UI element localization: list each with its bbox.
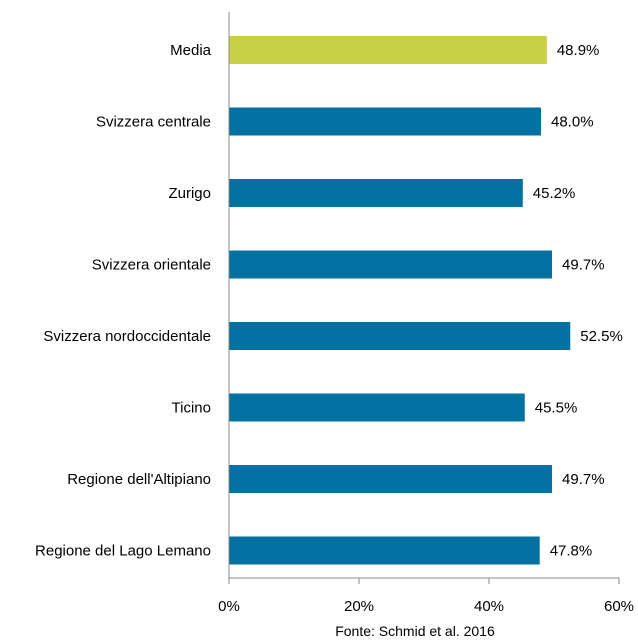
value-label-7: 47.8% — [550, 543, 593, 560]
value-labels: 48.9% 48.0% 45.2% 49.7% 52.5% 45.5% 49.7% 47.8% — [533, 42, 623, 560]
source-note: Fonte: Schmid et al. 2016 — [335, 623, 495, 639]
bar-3 — [229, 250, 553, 279]
bar-2 — [229, 179, 523, 207]
x-tick-label-0: 0% — [218, 598, 240, 615]
category-label-7: Regione del Lago Lemano — [35, 543, 211, 560]
bar-1 — [229, 107, 541, 136]
value-label-3: 49.7% — [562, 257, 605, 274]
x-tick-label-2: 40% — [474, 598, 504, 615]
value-label-2: 45.2% — [533, 185, 576, 202]
category-label-3: Svizzera orientale — [92, 257, 211, 274]
category-label-6: Regione dell'Altipiano — [67, 471, 211, 488]
bar-6 — [229, 465, 553, 493]
bar-4 — [229, 322, 571, 350]
value-label-6: 49.7% — [562, 471, 605, 488]
value-label-0: 48.9% — [557, 42, 600, 59]
value-label-5: 45.5% — [535, 400, 578, 417]
category-label-4: Svizzera nordoccidentale — [43, 328, 211, 345]
x-axis-ticks: 0% 20% 40% 60% — [218, 578, 634, 615]
bar-chart: Media Svizzera centrale Zurigo Svizzera ori… — [35, 12, 634, 615]
category-label-5: Ticino — [172, 400, 211, 417]
category-label-0: Media — [170, 42, 212, 59]
bars-group — [229, 36, 571, 565]
bar-7 — [229, 536, 540, 565]
category-label-1: Svizzera centrale — [96, 114, 211, 131]
bar-0 — [229, 36, 547, 64]
value-label-1: 48.0% — [551, 114, 594, 131]
category-label-2: Zurigo — [168, 185, 211, 202]
x-tick-label-1: 20% — [344, 598, 374, 615]
bar-5 — [229, 393, 525, 422]
value-label-4: 52.5% — [580, 328, 623, 345]
x-tick-label-3: 60% — [604, 598, 634, 615]
category-labels: Media Svizzera centrale Zurigo Svizzera ori… — [35, 42, 212, 560]
